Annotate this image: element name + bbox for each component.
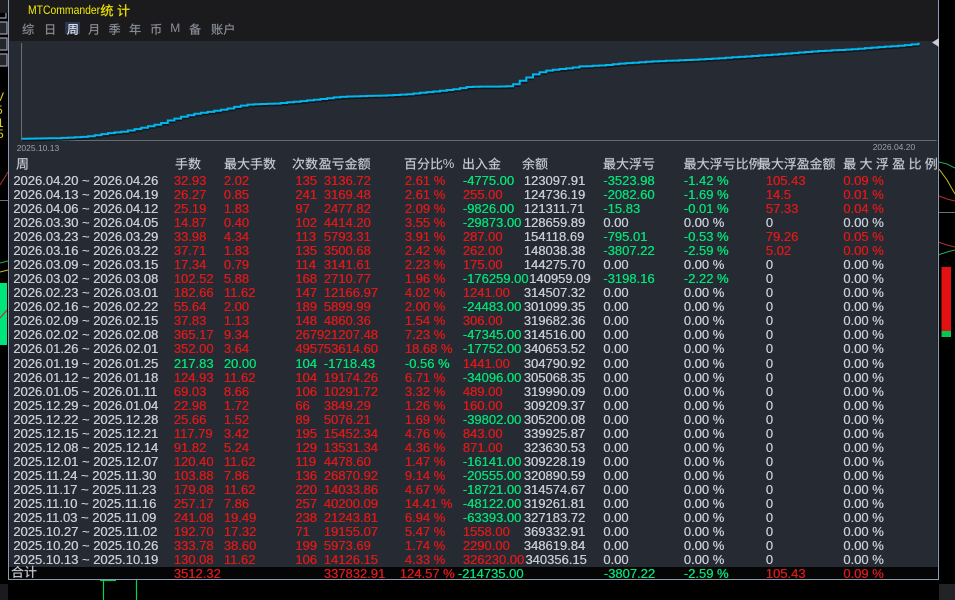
svg-text:1: 1 bbox=[0, 116, 4, 130]
svg-text:5: 5 bbox=[0, 103, 3, 117]
svg-text:V: V bbox=[0, 90, 4, 104]
svg-text:5: 5 bbox=[0, 127, 4, 141]
